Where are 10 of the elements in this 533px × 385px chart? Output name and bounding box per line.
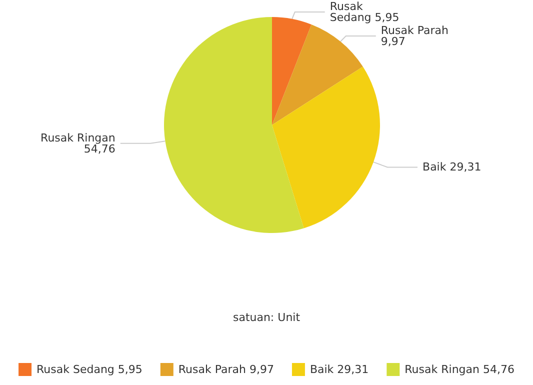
text: satuan: Unit <box>232 311 301 324</box>
legend-label: Baik 29,31 <box>310 363 369 376</box>
slice-label: Rusak Ringan <box>40 131 116 144</box>
data-label: 9,97 <box>380 35 406 48</box>
category-label: Rusak Ringan 54,76 <box>404 363 514 376</box>
slice-label: Baik 29,31 <box>422 160 482 174</box>
slice-label: Rusak Parah <box>380 24 452 37</box>
legend-label: Rusak Sedang 5,95 <box>36 363 142 376</box>
slice-label: Rusak Sedang 5,95 <box>330 0 400 24</box>
category-label: Rusak Parah 9,97 <box>178 363 274 376</box>
